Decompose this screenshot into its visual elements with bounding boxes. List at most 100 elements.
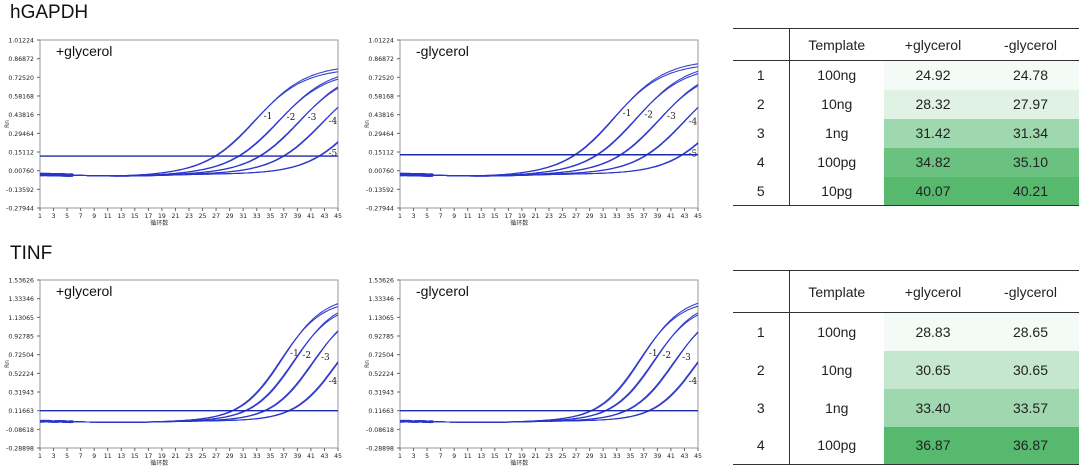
row-index: 1 [733, 312, 790, 351]
x-tick-label: 23 [185, 213, 193, 220]
x-tick-label: 9 [452, 213, 456, 220]
row-index: 3 [733, 118, 790, 148]
curve-label: -3 [682, 353, 691, 363]
x-tick-label: 25 [199, 213, 207, 220]
x-tick-label: 27 [572, 453, 580, 460]
x-tick-label: 15 [491, 213, 499, 220]
curve-label: -1 [649, 349, 658, 359]
x-tick-label: 5 [65, 213, 69, 220]
cell-plus-glycerol: 34.82 [884, 147, 982, 177]
x-tick-label: 25 [559, 213, 567, 220]
row-index: 2 [733, 350, 790, 389]
header-plus-glycerol: +glycerol [904, 36, 962, 53]
x-tick-label: 19 [518, 453, 526, 460]
header-template: Template [808, 283, 866, 300]
x-tick-label: 3 [52, 213, 56, 220]
x-tick-label: 1 [38, 453, 42, 460]
x-tick-label: 15 [131, 453, 139, 460]
table-row: 2 10ng 28.32 27.97 [733, 89, 1079, 119]
plot-area [39, 279, 339, 449]
x-axis-label: 循环数 [150, 459, 168, 467]
row-index: 5 [733, 176, 790, 206]
y-tick-label: 1.53626 [8, 278, 34, 285]
cell-plus-glycerol: 36.87 [884, 426, 982, 465]
x-tick-label: 23 [545, 453, 553, 460]
cell-minus-glycerol: 33.57 [982, 388, 1079, 427]
x-tick-label: 31 [599, 453, 607, 460]
x-tick-label: 43 [681, 213, 689, 220]
y-tick-label: 0.29464 [368, 131, 394, 138]
y-tick-label: 1.01224 [8, 38, 34, 45]
plot-area [399, 279, 699, 449]
x-tick-label: 23 [545, 213, 553, 220]
y-tick-label: 1.53626 [368, 278, 394, 285]
cell-minus-glycerol: 28.65 [982, 312, 1079, 351]
x-tick-label: 5 [425, 213, 429, 220]
x-tick-label: 29 [226, 453, 234, 460]
x-tick-label: 39 [293, 213, 301, 220]
section-title-tinf: TINF [10, 243, 53, 264]
ct-table-hgapdh: Template +glycerol -glycerol 1 100ng 24.92… [733, 28, 1079, 206]
y-axis-label: Rn [364, 360, 371, 368]
cell-minus-glycerol: 24.78 [982, 60, 1079, 90]
x-tick-label: 31 [239, 213, 247, 220]
x-tick-label: 7 [439, 453, 443, 460]
y-tick-label: 0.31943 [8, 390, 34, 397]
row-index: 3 [733, 388, 790, 427]
y-axis-label: Rn [4, 360, 11, 368]
x-tick-label: 39 [653, 453, 661, 460]
y-tick-label: 0.52224 [8, 371, 34, 378]
x-tick-label: 35 [266, 453, 274, 460]
curve-label: -4 [328, 117, 337, 127]
table-row: 1 100ng 28.83 28.65 [733, 312, 1079, 351]
curve-label: -2 [302, 351, 311, 361]
x-tick-label: 3 [412, 453, 416, 460]
curve-label: -3 [321, 353, 330, 363]
y-tick-label: -0.27944 [6, 206, 34, 213]
x-tick-label: 21 [172, 213, 180, 220]
y-tick-label: 0.86872 [8, 56, 34, 63]
cell-plus-glycerol: 28.32 [884, 89, 982, 119]
y-tick-label: -0.08618 [366, 427, 394, 434]
y-axis-label: Rn [4, 120, 11, 128]
y-tick-label: 0.92785 [8, 333, 34, 340]
x-tick-label: 15 [131, 213, 139, 220]
x-tick-label: 35 [266, 213, 274, 220]
y-tick-label: -0.13592 [6, 187, 34, 194]
x-tick-label: 41 [307, 213, 315, 220]
header-minus-glycerol: -glycerol [1004, 36, 1057, 53]
y-tick-label: 0.43816 [8, 112, 34, 119]
y-tick-label: -0.13592 [366, 187, 394, 194]
table-row: 4 100pg 34.82 35.10 [733, 147, 1079, 177]
cell-minus-glycerol: 30.65 [982, 350, 1079, 389]
y-tick-label: 0.72504 [8, 352, 34, 359]
cell-plus-glycerol: 31.42 [884, 118, 982, 148]
row-index: 1 [733, 60, 790, 90]
plot-title: +glycerol [56, 283, 112, 299]
x-tick-label: 25 [559, 453, 567, 460]
x-tick-label: 45 [334, 213, 342, 220]
cell-minus-glycerol: 27.97 [982, 89, 1079, 119]
x-tick-label: 5 [425, 453, 429, 460]
x-tick-label: 17 [144, 453, 152, 460]
y-tick-label: 1.01224 [368, 38, 394, 45]
x-tick-label: 35 [626, 453, 634, 460]
plot-title: +glycerol [56, 43, 112, 59]
y-tick-label: 0.58168 [368, 94, 394, 101]
cell-plus-glycerol: 33.40 [884, 388, 982, 427]
y-tick-label: 0.43816 [368, 112, 394, 119]
y-tick-label: 0.00760 [368, 168, 394, 175]
y-tick-label: 0.86872 [368, 56, 394, 63]
y-tick-label: 0.31943 [368, 390, 394, 397]
table-row: 2 10ng 30.65 30.65 [733, 350, 1079, 389]
curve-label: -1 [264, 112, 273, 122]
amplification-plot-tinf-plus-glycerol: 1.53626 1.33346 1.13065 0.92785 0.72504 0.522… [4, 278, 342, 468]
y-tick-label: 1.33346 [8, 296, 34, 303]
row-template: 100ng [817, 323, 857, 340]
header-minus-glycerol: -glycerol [1004, 283, 1057, 300]
row-template: 100pg [817, 437, 857, 454]
curve-label: -5 [328, 149, 337, 159]
y-tick-label: 0.00760 [8, 168, 34, 175]
y-tick-label: 1.13065 [368, 315, 394, 322]
x-tick-label: 41 [667, 453, 675, 460]
